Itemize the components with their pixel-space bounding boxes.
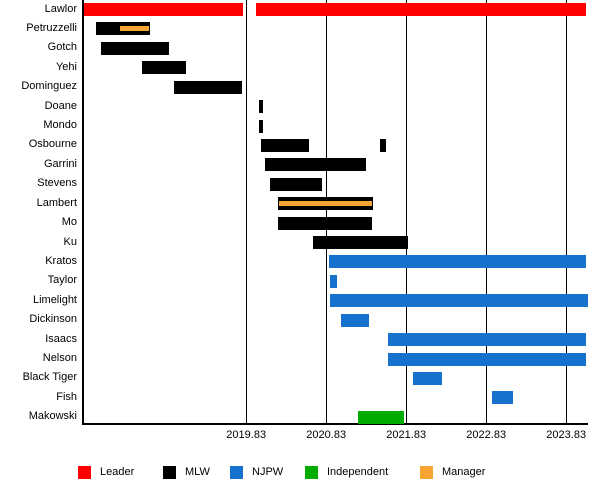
x-tick-label: 2019.83 [226, 429, 267, 441]
timeline-bar-dickinson-njpw [341, 313, 370, 327]
legend-swatch-njpw [230, 466, 243, 479]
legend-label-njpw: NJPW [252, 466, 284, 478]
row-label-isaacs: Isaacs [45, 332, 77, 345]
row-label-mondo: Mondo [43, 119, 77, 132]
timeline-bar-yehi-mlw [142, 61, 187, 75]
timeline-bar-mondo-mlw [259, 119, 263, 133]
timeline-bar-taylor-njpw [330, 274, 338, 288]
timeline-bar-black-tiger-njpw [412, 371, 443, 385]
legend-swatch-mlw [163, 466, 176, 479]
timeline-bar-lawlor-leader [83, 3, 243, 16]
legend-label-mlw: MLW [185, 466, 210, 478]
timeline-bar-petruzzelli-manager [119, 26, 150, 32]
x-gridline [245, 0, 247, 423]
legend-label-manager: Manager [442, 466, 486, 478]
x-gridline [325, 0, 327, 423]
x-tick-label: 2020.83 [306, 429, 347, 441]
timeline-bar-isaacs-njpw [387, 333, 587, 347]
row-label-limelight: Limelight [32, 293, 77, 306]
x-axis-line [82, 423, 588, 425]
legend-swatch-manager [420, 466, 433, 479]
timeline-bar-limelight-njpw [330, 294, 588, 308]
x-tick-label: 2021.83 [386, 429, 427, 441]
legend-swatch-leader [78, 466, 91, 479]
row-label-lambert: Lambert [36, 196, 77, 209]
timeline-bar-stevens-mlw [270, 177, 323, 191]
row-label-dickinson: Dickinson [29, 313, 77, 326]
row-label-ku: Ku [63, 235, 77, 248]
row-label-gotch: Gotch [47, 41, 77, 54]
row-label-stevens: Stevens [37, 177, 77, 190]
x-gridline [565, 0, 567, 423]
timeline-bar-dominguez-mlw [174, 80, 243, 94]
x-gridline [485, 0, 487, 423]
timeline-bar-garrini-mlw [265, 158, 367, 172]
y-axis-line [82, 0, 84, 425]
timeline-bar-kratos-njpw [329, 255, 587, 269]
row-label-doane: Doane [44, 99, 77, 112]
x-tick-label: 2023.83 [546, 429, 587, 441]
timeline-bar-osbourne-mlw [261, 138, 310, 152]
row-label-garrini: Garrini [43, 157, 77, 170]
row-label-osbourne: Osbourne [28, 138, 77, 151]
timeline-bar-doane-mlw [259, 100, 263, 114]
timeline-bar-nelson-njpw [387, 352, 587, 366]
x-tick-label: 2022.83 [466, 429, 507, 441]
timeline-bar-ku-mlw [313, 236, 408, 250]
timeline-bar-gotch-mlw [101, 41, 169, 55]
row-label-makowski: Makowski [28, 410, 77, 423]
legend-label-independent: Independent [327, 466, 389, 478]
row-label-kratos: Kratos [45, 254, 77, 267]
timeline-bar-fish-njpw [491, 391, 513, 405]
row-label-fish: Fish [56, 390, 77, 403]
row-label-dominguez: Dominguez [21, 80, 77, 93]
row-label-taylor: Taylor [47, 274, 77, 287]
legend-swatch-independent [305, 466, 318, 479]
timeline-bar-makowski-independent [358, 410, 404, 424]
row-label-lawlor: Lawlor [44, 2, 77, 15]
timeline-bar-osbourne-mlw [379, 138, 387, 152]
row-label-mo: Mo [61, 216, 77, 229]
legend-label-leader: Leader [100, 466, 135, 478]
row-label-nelson: Nelson [42, 352, 77, 365]
timeline-bar-mo-mlw [278, 216, 372, 230]
timeline-bar-lambert-manager [279, 201, 372, 207]
row-label-yehi: Yehi [55, 60, 77, 73]
x-gridline [405, 0, 407, 423]
timeline-bar-lawlor-leader [255, 3, 587, 16]
row-label-black-tiger: Black Tiger [22, 371, 77, 384]
row-label-petruzzelli: Petruzzelli [26, 21, 77, 34]
